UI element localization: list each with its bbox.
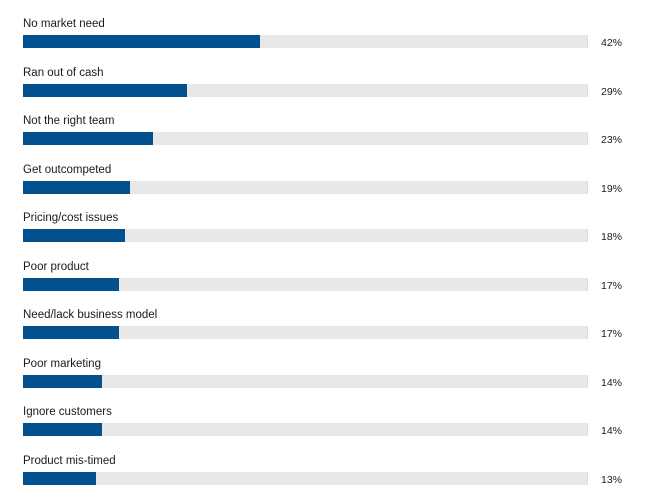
bar-row: Ignore customers 14% [0,405,654,453]
bar [23,277,120,291]
bar-row: No market need 42% [0,17,654,65]
bar [23,180,131,194]
bar-row: Need/lack business model 17% [0,308,654,356]
category-label: Pricing/cost issues [23,212,119,224]
bar-track [23,132,588,145]
category-label: Not the right team [23,115,115,127]
value-label: 17% [601,279,623,292]
value-label: 17% [601,328,623,340]
category-label: Need/lack business model [23,309,158,321]
value-label: 18% [601,231,623,243]
bar-track [23,180,588,194]
bar-row: Product mis-timed 13% [0,454,654,502]
value-label: 29% [601,85,623,98]
bar-track [23,277,588,291]
category-label: Get outcompeted [23,163,112,176]
bar [23,374,103,388]
category-label: No market need [23,18,105,30]
value-label: 13% [601,473,623,486]
bar-track [23,374,588,388]
bar-row: Get outcompeted 19% [0,163,654,211]
bar-track [23,83,588,97]
bar-track [23,326,588,339]
category-label: Poor product [23,260,89,273]
bar [23,471,97,485]
bar [23,326,120,339]
bar-row: Poor product 17% [0,260,654,308]
bar [23,83,187,97]
value-label: 14% [601,376,623,389]
bar-row: Poor marketing 14% [0,357,654,405]
value-label: 42% [601,37,623,49]
bar-track [23,423,588,436]
value-label: 19% [601,182,623,195]
bar [23,229,125,242]
bar [23,35,261,48]
bar-row: Not the right team 23% [0,114,654,162]
bar [23,423,103,436]
category-label: Product mis-timed [23,454,116,467]
bar-row: Pricing/cost issues 18% [0,211,654,259]
category-label: Ran out of cash [23,66,104,79]
category-label: Ignore customers [23,406,112,418]
bar-track [23,471,588,485]
value-label: 23% [601,134,623,146]
bar-track [23,229,588,242]
value-label: 14% [601,425,623,437]
bar [23,132,153,145]
category-label: Poor marketing [23,357,101,370]
bar-row: Ran out of cash 29% [0,66,654,114]
bar-track [23,35,588,48]
